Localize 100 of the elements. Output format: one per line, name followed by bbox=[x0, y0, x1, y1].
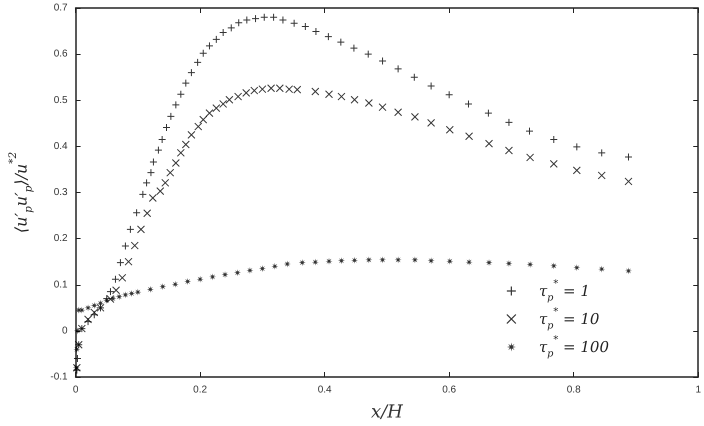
point bbox=[219, 100, 228, 108]
point bbox=[176, 148, 185, 157]
point bbox=[176, 90, 185, 98]
point bbox=[246, 266, 254, 274]
point bbox=[410, 73, 418, 82]
point bbox=[379, 256, 386, 264]
y-tick-label: 0.4 bbox=[54, 140, 68, 152]
point bbox=[258, 265, 266, 272]
point bbox=[116, 293, 123, 300]
point bbox=[187, 130, 196, 139]
point bbox=[234, 18, 243, 27]
point bbox=[166, 112, 175, 120]
point bbox=[126, 225, 134, 234]
point bbox=[394, 256, 402, 264]
point bbox=[148, 194, 157, 202]
point bbox=[427, 118, 436, 127]
point bbox=[598, 171, 606, 180]
point bbox=[111, 275, 120, 284]
point bbox=[572, 142, 581, 151]
point bbox=[142, 178, 151, 187]
point bbox=[428, 257, 435, 264]
point bbox=[505, 260, 512, 268]
point bbox=[212, 35, 220, 44]
point bbox=[134, 288, 142, 296]
point bbox=[298, 259, 306, 266]
point bbox=[324, 32, 332, 41]
point bbox=[73, 346, 80, 353]
point bbox=[172, 158, 180, 167]
point bbox=[128, 290, 136, 298]
x-tick-label: 0.8 bbox=[566, 384, 582, 396]
point bbox=[364, 99, 373, 108]
point bbox=[159, 283, 166, 290]
x-axis-title: x/H bbox=[370, 402, 404, 422]
point bbox=[106, 288, 114, 296]
point bbox=[84, 304, 92, 312]
point bbox=[234, 269, 241, 276]
y-tick-label: 0.2 bbox=[54, 233, 68, 244]
point bbox=[350, 44, 358, 52]
point bbox=[466, 258, 473, 266]
point bbox=[284, 260, 291, 268]
point bbox=[350, 96, 359, 104]
point bbox=[146, 168, 155, 177]
point bbox=[378, 103, 387, 112]
y-tick-label: 0.5 bbox=[54, 94, 68, 106]
x-tick-label: 0 bbox=[72, 384, 79, 396]
point bbox=[199, 116, 208, 124]
point bbox=[184, 278, 192, 286]
point bbox=[526, 153, 534, 162]
point bbox=[234, 92, 242, 101]
point bbox=[109, 295, 116, 302]
point bbox=[182, 140, 190, 149]
point bbox=[205, 109, 214, 118]
point bbox=[124, 258, 133, 266]
point bbox=[252, 14, 260, 23]
point bbox=[572, 166, 581, 174]
point bbox=[146, 286, 154, 293]
point bbox=[336, 38, 345, 46]
x-tick-label: 0.4 bbox=[318, 384, 332, 396]
point bbox=[97, 300, 104, 307]
point bbox=[550, 262, 558, 270]
y-tick-label: -0.1 bbox=[50, 372, 68, 382]
point bbox=[311, 87, 320, 96]
point bbox=[364, 50, 372, 58]
point bbox=[225, 96, 234, 104]
y-tick-label: 0.6 bbox=[54, 48, 68, 60]
point bbox=[78, 306, 86, 314]
point bbox=[205, 42, 214, 50]
point bbox=[172, 280, 179, 288]
point bbox=[485, 140, 494, 148]
point bbox=[573, 264, 580, 272]
point bbox=[526, 260, 534, 268]
point bbox=[154, 146, 162, 154]
point bbox=[338, 257, 345, 264]
point bbox=[290, 19, 298, 28]
point bbox=[172, 100, 180, 109]
point bbox=[106, 295, 114, 304]
point bbox=[326, 258, 333, 265]
point bbox=[598, 148, 606, 157]
point bbox=[222, 271, 229, 278]
point bbox=[271, 262, 278, 270]
x-tick-label: 1 bbox=[695, 384, 702, 396]
point bbox=[394, 108, 402, 116]
point bbox=[90, 302, 98, 310]
y-tick-label: 0.3 bbox=[54, 187, 68, 198]
y-tick-label: 0.1 bbox=[54, 279, 68, 290]
point bbox=[199, 49, 208, 58]
point bbox=[187, 68, 196, 77]
point bbox=[351, 256, 358, 264]
point bbox=[504, 118, 513, 126]
point bbox=[122, 291, 129, 298]
point bbox=[325, 90, 334, 98]
point bbox=[166, 168, 174, 177]
point bbox=[598, 266, 606, 273]
point bbox=[116, 258, 124, 267]
point bbox=[112, 286, 120, 294]
point bbox=[143, 209, 152, 218]
point bbox=[130, 242, 139, 250]
point bbox=[138, 190, 147, 198]
point bbox=[484, 109, 492, 118]
y-tick-label: 0.7 bbox=[54, 2, 68, 14]
